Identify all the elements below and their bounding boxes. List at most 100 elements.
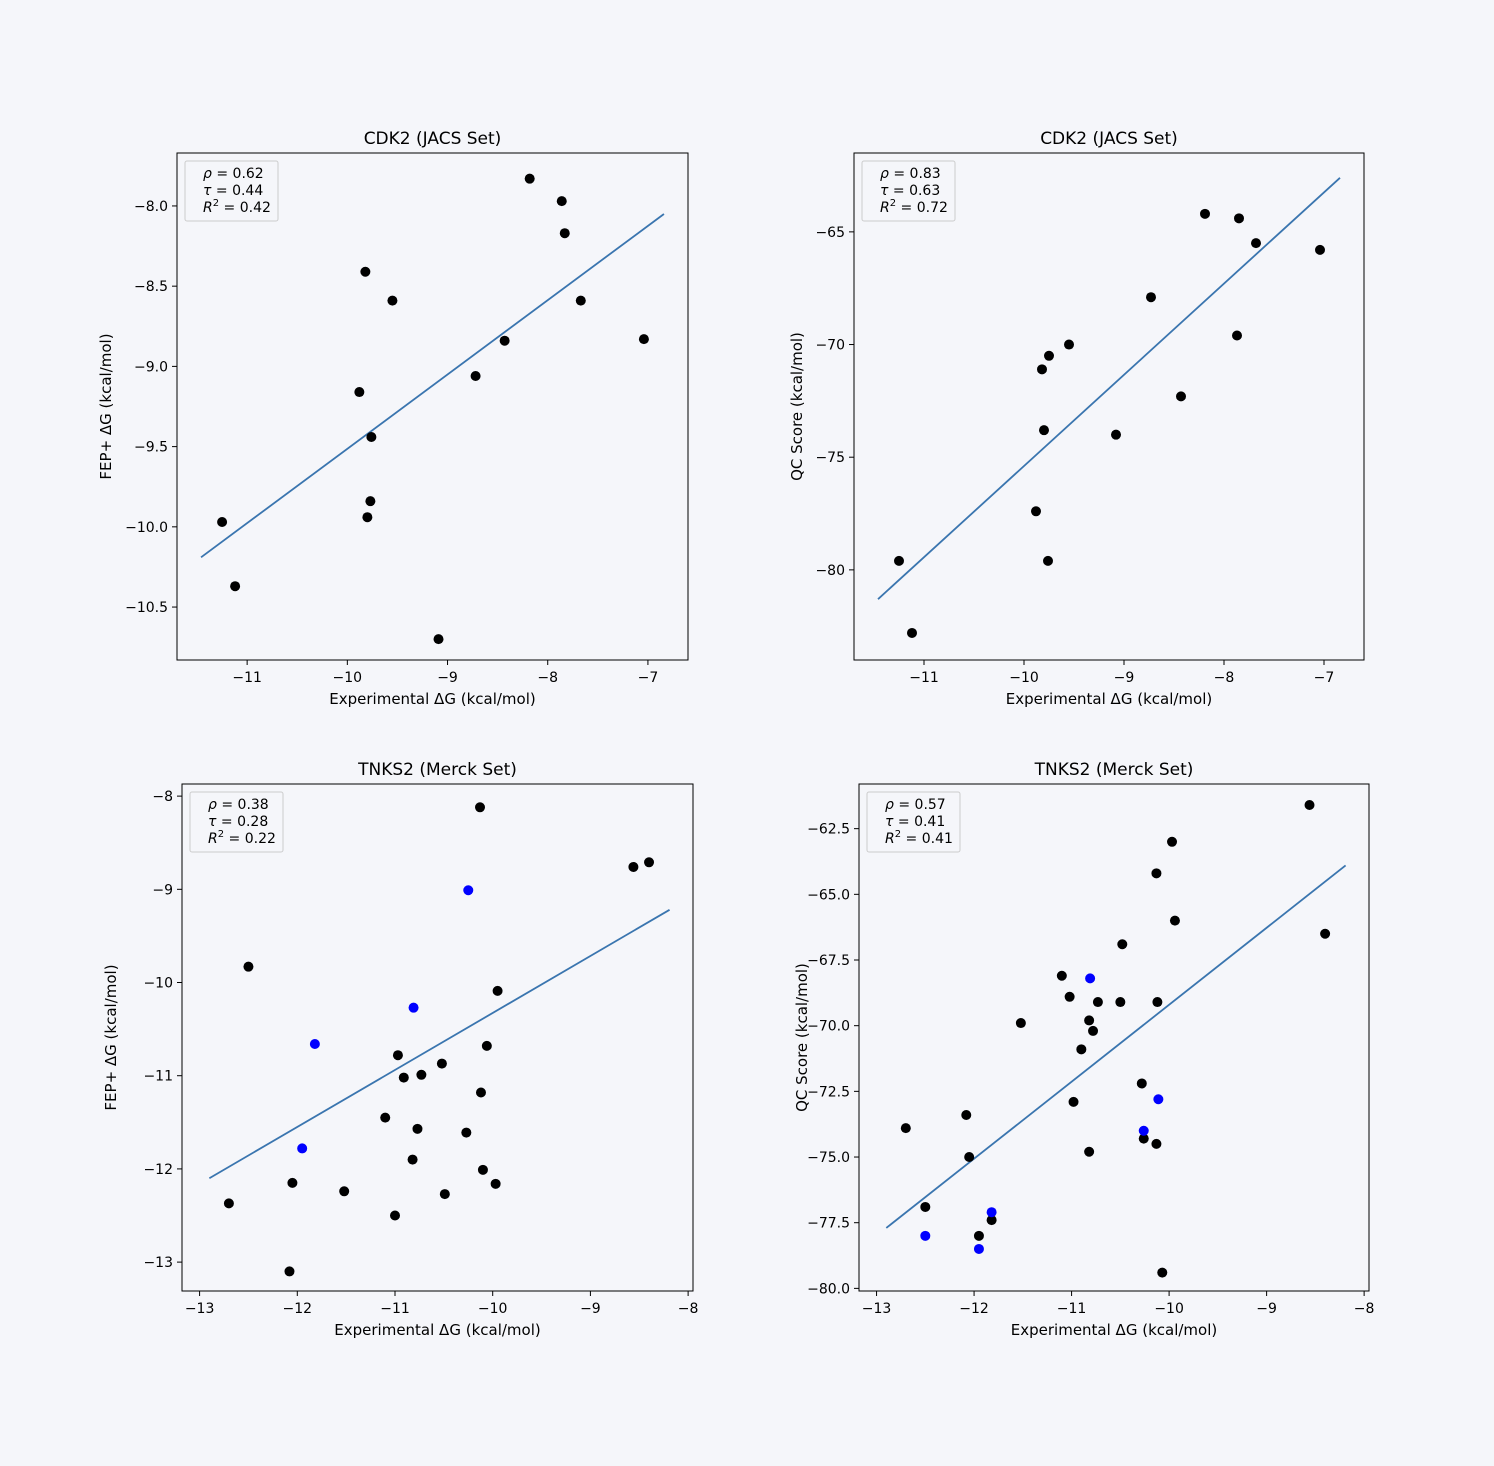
x-tick-label: −13: [862, 1301, 892, 1317]
data-point: [575, 295, 586, 306]
regression-line: [877, 177, 1341, 600]
data-point: [920, 1230, 931, 1241]
scatter-panel-4: TNKS2 (Merck Set) −13 −12 −11 −10 −9 −8 −80.0 −7…: [793, 760, 1374, 1339]
data-point: [230, 581, 241, 592]
data-point: [628, 861, 639, 872]
regression-line: [885, 864, 1347, 1229]
data-point: [907, 627, 917, 638]
data-point: [1092, 997, 1103, 1008]
data-point: [309, 1039, 320, 1050]
x-tick-label: −9: [1256, 1301, 1277, 1317]
data-point: [439, 1189, 450, 1200]
stat-r2: R2 = 0.72: [880, 198, 948, 216]
data-point: [1039, 425, 1049, 436]
y-tick-label: −80.0: [807, 1281, 850, 1297]
data-point: [1085, 973, 1096, 984]
plot-frame: [858, 783, 1370, 1292]
data-point: [1064, 991, 1075, 1002]
stat-rho: ρ = 0.38: [208, 797, 269, 813]
data-point: [360, 266, 371, 277]
data-point: [1304, 800, 1315, 811]
scatter-panel-3: TNKS2 (Merck Set) −13 −12 −11 −10 −9 −8 −13 −12 −…: [102, 760, 698, 1339]
data-point: [398, 1072, 409, 1083]
y-axis-label: FEP+ ΔG (kcal/mol): [102, 964, 120, 1110]
data-point: [1015, 1018, 1026, 1029]
data-point: [1151, 868, 1162, 879]
data-point: [559, 228, 570, 239]
x-tick-label: −7: [638, 670, 659, 686]
data-point: [389, 1210, 400, 1221]
y-tick-label: −70.0: [807, 1019, 850, 1035]
data-point: [412, 1123, 423, 1134]
y-axis-label: FEP+ ΔG (kcal/mol): [97, 333, 115, 479]
data-point: [961, 1109, 972, 1120]
x-tick-label: −12: [283, 1301, 313, 1317]
x-tick-label: −8: [678, 1301, 699, 1317]
data-point: [1138, 1125, 1149, 1136]
data-point: [1152, 997, 1163, 1008]
data-point: [1251, 238, 1261, 249]
x-tick-label: −11: [1057, 1301, 1087, 1317]
y-axis-label: QC Score (kcal/mol): [788, 332, 806, 481]
x-tick-label: −11: [232, 670, 262, 686]
data-point: [481, 1040, 492, 1051]
data-point: [365, 496, 376, 507]
data-point: [1169, 915, 1180, 926]
stat-r2: R2 = 0.42: [203, 198, 271, 216]
y-tick-label: −11: [143, 1069, 173, 1085]
x-tick-label: −10: [478, 1301, 508, 1317]
y-tick-label: −10.0: [125, 520, 168, 536]
panel-title: CDK2 (JACS Set): [1040, 129, 1178, 149]
x-tick-label: −11: [909, 670, 939, 686]
data-point: [986, 1207, 997, 1218]
y-tick-label: −67.5: [807, 953, 850, 969]
y-tick-label: −80: [815, 563, 845, 579]
y-tick-label: −77.5: [807, 1216, 850, 1232]
y-tick-label: −9.0: [134, 359, 168, 375]
data-point: [1043, 555, 1053, 566]
x-tick-label: −9: [580, 1301, 601, 1317]
x-axis-label: Experimental ΔG (kcal/mol): [1006, 690, 1212, 708]
y-tick-label: −12: [143, 1162, 173, 1178]
data-point: [1044, 350, 1054, 361]
regression-line: [200, 213, 665, 559]
data-point: [284, 1266, 295, 1277]
y-tick-label: −70: [815, 338, 845, 354]
data-point: [556, 196, 567, 207]
y-tick-label: −10: [143, 976, 173, 992]
data-point: [1234, 213, 1244, 224]
data-point: [475, 802, 486, 813]
data-point: [1153, 1094, 1164, 1105]
data-point: [638, 334, 649, 345]
data-point: [499, 335, 510, 346]
data-point: [1076, 1044, 1087, 1055]
data-point: [436, 1058, 447, 1069]
x-axis-label: Experimental ΔG (kcal/mol): [334, 1321, 540, 1339]
data-point: [1167, 836, 1178, 847]
data-point: [490, 1178, 501, 1189]
data-point: [524, 173, 535, 184]
data-point: [492, 985, 503, 996]
data-point: [463, 885, 474, 896]
data-point: [973, 1243, 984, 1254]
y-tick-label: −9.5: [134, 440, 168, 456]
y-tick-label: −72.5: [807, 1084, 850, 1100]
data-point: [1320, 928, 1331, 939]
y-axis-label: QC Score (kcal/mol): [793, 963, 811, 1112]
x-tick-label: −9: [437, 670, 458, 686]
data-point: [1138, 1133, 1149, 1144]
x-tick-label: −13: [185, 1301, 215, 1317]
regression-line: [208, 909, 671, 1180]
stat-r2: R2 = 0.22: [208, 829, 276, 847]
x-tick-label: −10: [333, 670, 363, 686]
x-tick-label: −9: [1114, 670, 1135, 686]
scatter-panel-2: CDK2 (JACS Set) −11 −10 −9 −8 −7 −80 −75 −70 −65 E…: [788, 129, 1365, 708]
stat-rho: ρ = 0.83: [880, 166, 941, 182]
x-tick-label: −11: [380, 1301, 410, 1317]
plot-frame: [853, 152, 1365, 661]
data-point: [964, 1152, 975, 1163]
data-point: [354, 387, 365, 398]
data-point: [1056, 970, 1067, 981]
data-point: [973, 1230, 984, 1241]
